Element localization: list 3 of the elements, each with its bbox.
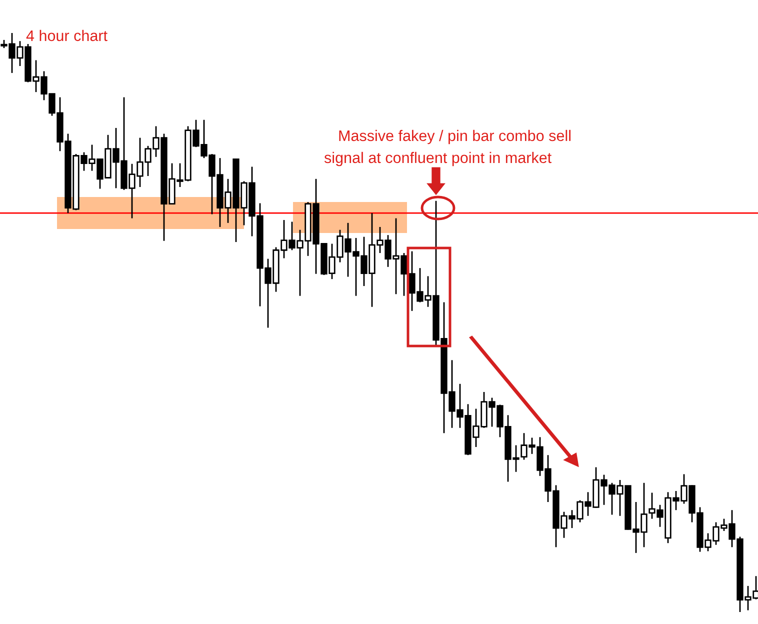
annotation: 4 hour chart <box>26 30 108 42</box>
annotation: signal at confluent point in market <box>324 152 552 166</box>
annotation: Massive fakey / pin bar combo sell <box>339 130 570 144</box>
